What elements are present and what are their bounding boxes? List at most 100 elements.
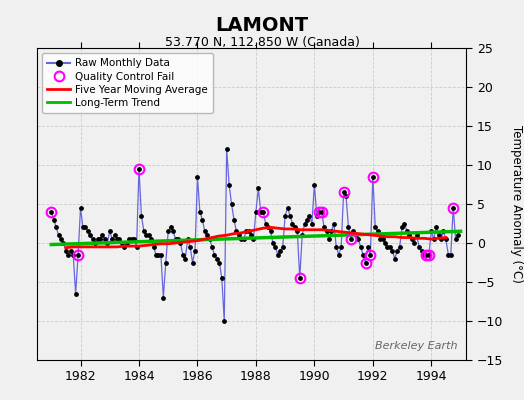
Point [195,209,204,215]
Point [161,259,170,266]
Point [342,193,350,199]
Point [330,220,338,227]
Point [437,236,445,242]
Point [356,244,365,250]
Point [96,236,104,242]
Point [454,232,462,238]
Point [210,252,219,258]
Point [303,216,311,223]
Point [103,240,112,246]
Point [386,244,394,250]
Point [203,232,211,238]
Point [125,236,134,242]
Point [322,228,331,234]
Point [167,224,175,230]
Point [432,224,440,230]
Point [337,244,345,250]
Point [62,248,70,254]
Point [444,252,453,258]
Point [123,240,131,246]
Point [237,236,245,242]
Point [235,232,243,238]
Point [274,252,282,258]
Point [439,228,447,234]
Point [378,236,387,242]
Point [430,236,438,242]
Point [101,236,109,242]
Point [105,228,114,234]
Point [293,228,301,234]
Point [368,174,377,180]
Point [140,228,148,234]
Point [67,248,75,254]
Point [225,181,233,188]
Point [420,252,428,258]
Point [130,236,138,242]
Point [201,228,209,234]
Point [164,228,172,234]
Point [57,236,65,242]
Point [340,189,348,196]
Point [286,212,294,219]
Point [220,318,228,324]
Point [74,252,82,258]
Point [227,201,236,207]
Point [305,212,314,219]
Point [318,209,326,215]
Point [452,236,460,242]
Point [359,252,367,258]
Point [174,236,182,242]
Point [400,220,409,227]
Point [257,209,265,215]
Point [89,236,97,242]
Point [383,244,391,250]
Point [157,252,165,258]
Point [171,236,180,242]
Point [205,236,214,242]
Point [64,252,72,258]
Point [371,224,379,230]
Point [252,209,260,215]
Point [390,255,399,262]
Point [276,248,285,254]
Point [84,228,92,234]
Point [320,224,329,230]
Point [354,236,363,242]
Point [86,232,94,238]
Point [364,244,372,250]
Point [296,275,304,281]
Point [313,212,321,219]
Point [259,209,267,215]
Point [93,236,102,242]
Point [446,252,455,258]
Point [81,224,90,230]
Point [264,224,272,230]
Point [442,236,450,242]
Point [127,236,136,242]
Point [115,236,124,242]
Point [279,244,287,250]
Point [52,224,60,230]
Text: 53.770 N, 112.850 W (Canada): 53.770 N, 112.850 W (Canada) [165,36,359,49]
Text: LAMONT: LAMONT [215,16,309,35]
Point [113,236,121,242]
Point [152,252,160,258]
Point [198,216,206,223]
Point [269,240,277,246]
Point [108,236,116,242]
Point [111,232,119,238]
Point [145,232,153,238]
Point [142,232,150,238]
Point [183,236,192,242]
Point [332,244,341,250]
Point [334,252,343,258]
Point [71,290,80,297]
Point [388,248,397,254]
Point [408,236,416,242]
Point [449,205,457,211]
Point [352,232,360,238]
Point [133,244,141,250]
Point [325,236,333,242]
Point [362,259,370,266]
Point [249,236,258,242]
